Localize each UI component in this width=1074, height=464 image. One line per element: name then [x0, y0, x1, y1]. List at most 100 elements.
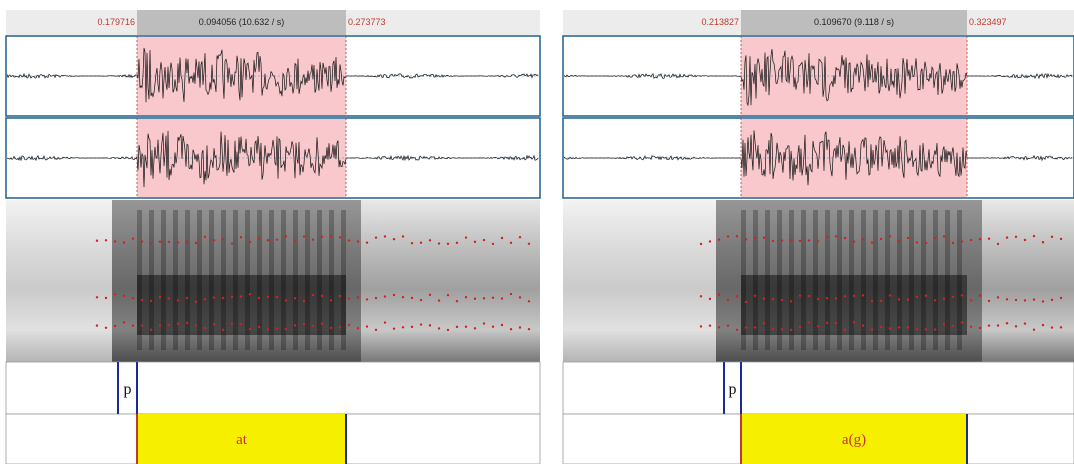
formant-dot	[384, 235, 386, 237]
formant-dot	[249, 328, 251, 330]
formant-dot	[1042, 300, 1044, 302]
glottal-pulse	[813, 210, 818, 350]
formant-dot	[871, 241, 873, 243]
formant-dot	[105, 297, 107, 299]
formant-dot	[141, 299, 143, 301]
formant-dot	[285, 299, 287, 301]
formant-dot	[258, 237, 260, 239]
glottal-pulse	[945, 210, 950, 350]
formant-dot	[754, 326, 756, 328]
formant-dot	[483, 322, 485, 324]
formant-dot	[970, 299, 972, 301]
formant-dot	[105, 327, 107, 329]
formant-dot	[1033, 329, 1035, 331]
formant-dot	[772, 328, 774, 330]
formant-dot	[925, 242, 927, 244]
formant-dot	[862, 324, 864, 326]
formant-dot	[312, 238, 314, 240]
formant-dot	[123, 321, 125, 323]
formant-dot	[294, 297, 296, 299]
formant-dot	[907, 237, 909, 239]
formant-dot	[402, 326, 404, 328]
formant-dot	[231, 242, 233, 244]
formant-dot	[240, 236, 242, 238]
glottal-pulse	[837, 210, 842, 350]
formant-dot	[781, 299, 783, 301]
formant-dot	[709, 324, 711, 326]
formant-dot	[348, 297, 350, 299]
formant-dot	[736, 295, 738, 297]
glottal-pulse	[185, 210, 190, 350]
formant-dot	[330, 235, 332, 237]
formant-dot	[1060, 297, 1062, 299]
formant-dot	[871, 328, 873, 330]
formant-dot	[844, 237, 846, 239]
screenshot: 0.1797160.094056 (10.632 / s)0.273773pat…	[0, 0, 1074, 464]
formant-dot	[1015, 325, 1017, 327]
formant-dot	[790, 300, 792, 302]
formant-dot	[132, 297, 134, 299]
formant-dot	[799, 326, 801, 328]
formant-dot	[1024, 322, 1026, 324]
glottal-pulse	[173, 210, 178, 350]
formant-dot	[1024, 299, 1026, 301]
formant-dot	[745, 238, 747, 240]
formant-dot	[970, 239, 972, 241]
formant-dot	[510, 242, 512, 244]
formant-dot	[150, 300, 152, 302]
formant-dot	[781, 328, 783, 330]
glottal-pulse	[801, 210, 806, 350]
formant-dot	[411, 326, 413, 328]
formant-dot	[114, 325, 116, 327]
glottal-pulse	[257, 210, 262, 350]
formant-dot	[880, 326, 882, 328]
formant-dot	[159, 240, 161, 242]
formant-dot	[357, 296, 359, 298]
formant-dot	[231, 296, 233, 298]
formant-dot	[727, 324, 729, 326]
formant-dot	[375, 297, 377, 299]
formant-dot	[132, 325, 134, 327]
formant-dot	[763, 298, 765, 300]
formant-dot	[763, 322, 765, 324]
formant-dot	[474, 241, 476, 243]
formant-dot	[790, 329, 792, 331]
formant-dot	[339, 326, 341, 328]
formant-dot	[835, 297, 837, 299]
glottal-pulse	[161, 210, 166, 350]
formant-dot	[150, 329, 152, 331]
formant-dot	[727, 299, 729, 301]
formant-dot	[141, 324, 143, 326]
formant-dot	[997, 243, 999, 245]
formant-dot	[519, 296, 521, 298]
formant-dot	[159, 324, 161, 326]
formant-dot	[889, 327, 891, 329]
spectrogram-lead	[6, 200, 112, 362]
formant-dot	[907, 326, 909, 328]
formant-dot	[889, 235, 891, 237]
formant-dot	[474, 298, 476, 300]
formant-dot	[267, 296, 269, 298]
formant-dot	[709, 240, 711, 242]
formant-dot	[294, 324, 296, 326]
formant-dot	[132, 237, 134, 239]
formant-dot	[745, 301, 747, 303]
formant-dot	[438, 299, 440, 301]
formant-dot	[943, 298, 945, 300]
formant-dot	[916, 296, 918, 298]
formant-dot	[474, 327, 476, 329]
formant-dot	[375, 236, 377, 238]
tier-1	[563, 362, 1074, 414]
formant-dot	[790, 239, 792, 241]
formant-dot	[961, 240, 963, 242]
formant-dot	[168, 241, 170, 243]
formant-dot	[402, 296, 404, 298]
formant-dot	[177, 299, 179, 301]
formant-dot	[465, 296, 467, 298]
formant-dot	[916, 241, 918, 243]
formant-dot	[817, 240, 819, 242]
formant-dot	[501, 297, 503, 299]
formant-dot	[204, 327, 206, 329]
formant-dot	[420, 323, 422, 325]
formant-dot	[808, 295, 810, 297]
